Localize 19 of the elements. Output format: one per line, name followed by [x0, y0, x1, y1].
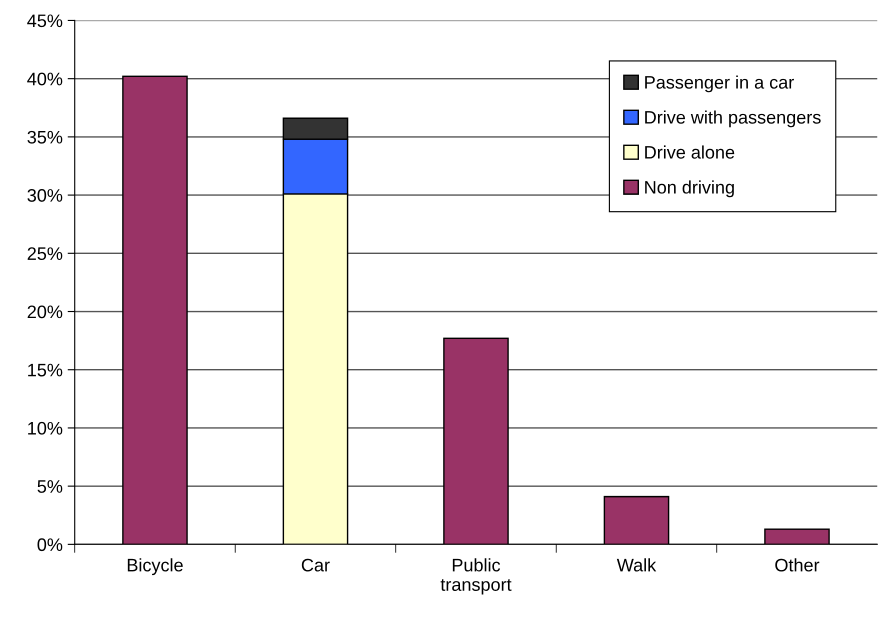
x-tick-label: Walk: [616, 558, 656, 572]
legend-label: Passenger in a car: [645, 75, 794, 92]
legend-label: Drive with passengers: [645, 110, 821, 128]
y-tick-label: 10%: [28, 422, 62, 435]
y-tick-label: 20%: [28, 305, 62, 318]
y-tick-label: 45%: [27, 14, 62, 28]
y-tick-label: 25%: [28, 247, 62, 260]
y-tick-label: 0%: [38, 538, 62, 552]
x-tick-label: Other: [775, 558, 820, 572]
y-tick-label: 5%: [38, 480, 62, 493]
x-tick-label: Bicycle: [128, 558, 183, 576]
y-tick-label: 40%: [27, 72, 62, 86]
y-tick-label: 15%: [28, 364, 62, 376]
x-tick-label: Public transport: [440, 558, 512, 595]
legend-label: Non driving: [645, 180, 734, 198]
legend-label: Drive alone: [645, 145, 734, 159]
x-tick-label: Car: [302, 558, 330, 572]
y-tick-label: 30%: [27, 189, 62, 202]
y-tick-label: 35%: [27, 130, 62, 144]
